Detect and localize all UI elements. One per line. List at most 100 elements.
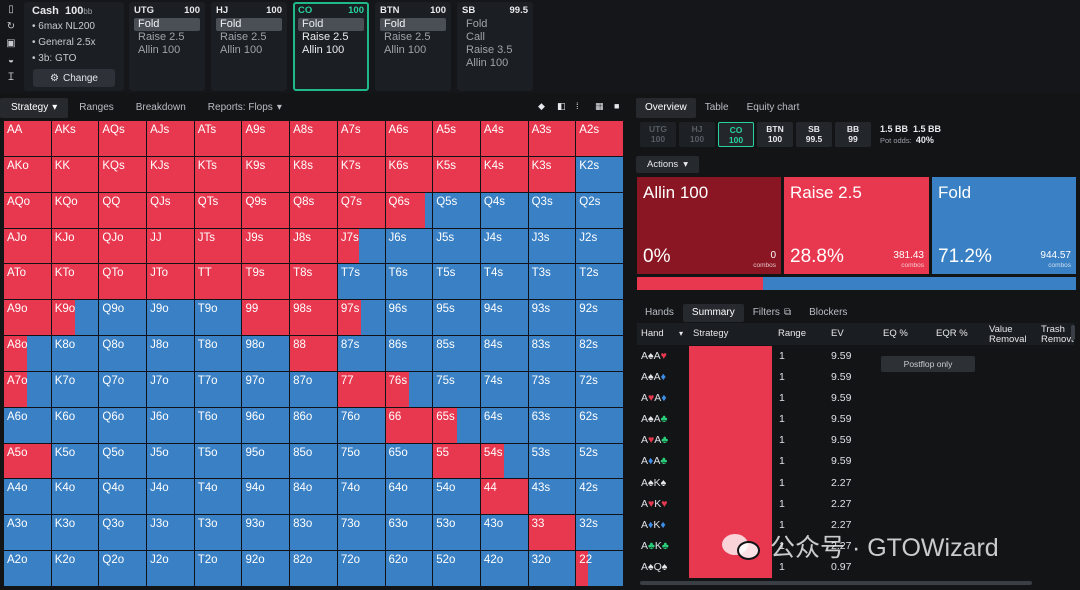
table-row[interactable]: A♠Q♠ 1 0.97 xyxy=(637,556,1074,578)
hand-cell-96o[interactable]: 96o xyxy=(242,407,290,443)
hand-cell-J3s[interactable]: J3s xyxy=(528,228,576,264)
seat-summary-btn[interactable]: BTN 100 xyxy=(757,122,793,147)
hand-cell-Q8s[interactable]: Q8s xyxy=(290,192,337,228)
table-row[interactable]: A♠A♣ 1 9.59 xyxy=(637,409,1074,431)
hand-cell-JJ[interactable]: JJ xyxy=(147,228,194,264)
refresh-icon[interactable]: ↻ xyxy=(6,21,16,32)
hand-cell-74o[interactable]: 74o xyxy=(337,479,385,515)
hand-cell-QTo[interactable]: QTo xyxy=(99,264,147,300)
seat-action-option[interactable]: Allin 100 xyxy=(220,44,263,56)
hand-cell-A3s[interactable]: A3s xyxy=(528,121,576,156)
hand-cell-99[interactable]: 99 xyxy=(242,300,290,336)
hand-cell-J7o[interactable]: J7o xyxy=(147,371,194,407)
hand-cell-Q8o[interactable]: Q8o xyxy=(99,336,147,371)
gamepad-icon[interactable]: ◒ xyxy=(7,55,15,66)
hand-cell-98s[interactable]: 98s xyxy=(290,300,337,336)
hand-cell-Q5s[interactable]: Q5s xyxy=(433,192,480,228)
seat-action-option[interactable]: Allin 100 xyxy=(466,57,509,69)
table-row[interactable]: A♦A♣ 1 9.59 xyxy=(637,451,1074,473)
hand-cell-J8s[interactable]: J8s xyxy=(290,228,337,264)
chevron-down-icon[interactable]: ▾ xyxy=(679,329,684,338)
hand-cell-QJs[interactable]: QJs xyxy=(147,192,194,228)
tab-breakdown[interactable]: Breakdown xyxy=(135,102,186,113)
hand-cell-T2s[interactable]: T2s xyxy=(576,264,623,300)
hand-cell-K5s[interactable]: K5s xyxy=(433,156,480,192)
hand-cell-AKs[interactable]: AKs xyxy=(51,121,99,156)
header-scrollbar[interactable] xyxy=(1071,325,1075,340)
hand-cell-T8o[interactable]: T8o xyxy=(194,336,242,371)
seat-action-option[interactable]: Allin 100 xyxy=(302,44,345,56)
hand-cell-ATs[interactable]: ATs xyxy=(194,121,242,156)
hand-cell-84o[interactable]: 84o xyxy=(290,479,337,515)
table-row[interactable]: A♥A♦ 1 9.59 xyxy=(637,388,1074,410)
col-value-removal[interactable]: Value Removal xyxy=(989,324,1027,345)
seat-utg[interactable]: UTG 100 Fold Raise 2.5 Allin 100 xyxy=(129,2,205,91)
hand-cell-T7o[interactable]: T7o xyxy=(194,371,242,407)
hand-cell-T6o[interactable]: T6o xyxy=(194,407,242,443)
hand-cell-63o[interactable]: 63o xyxy=(385,515,433,551)
hand-cell-97o[interactable]: 97o xyxy=(242,371,290,407)
hand-cell-Q7o[interactable]: Q7o xyxy=(99,371,147,407)
hand-cell-J7s[interactable]: J7s xyxy=(337,228,385,264)
hand-cell-53s[interactable]: 53s xyxy=(528,443,576,479)
hand-cell-J8o[interactable]: J8o xyxy=(147,336,194,371)
hand-cell-T6s[interactable]: T6s xyxy=(385,264,433,300)
hand-cell-85o[interactable]: 85o xyxy=(290,443,337,479)
action-card-fold[interactable]: Fold 71.2% 944.57 combos xyxy=(932,177,1076,274)
hand-cell-J6s[interactable]: J6s xyxy=(385,228,433,264)
hand-cell-92o[interactable]: 92o xyxy=(242,551,290,586)
seat-action-option[interactable]: Allin 100 xyxy=(138,44,181,56)
hand-cell-A3o[interactable]: A3o xyxy=(4,515,51,551)
seat-sb[interactable]: SB 99.5 Fold Call Raise 3.5 Allin 100 xyxy=(457,2,533,91)
hand-cell-K2o[interactable]: K2o xyxy=(51,551,99,586)
tab-equity-chart[interactable]: Equity chart xyxy=(746,102,800,113)
hand-cell-76o[interactable]: 76o xyxy=(337,407,385,443)
hand-cell-44[interactable]: 44 xyxy=(480,479,528,515)
hand-cell-JTo[interactable]: JTo xyxy=(147,264,194,300)
hand-cell-QJo[interactable]: QJo xyxy=(99,228,147,264)
hand-cell-65s[interactable]: 65s xyxy=(433,407,480,443)
hand-cell-72s[interactable]: 72s xyxy=(576,371,623,407)
hand-cell-63s[interactable]: 63s xyxy=(528,407,576,443)
hand-cell-T5o[interactable]: T5o xyxy=(194,443,242,479)
hand-cell-QTs[interactable]: QTs xyxy=(194,192,242,228)
hand-cell-K3o[interactable]: K3o xyxy=(51,515,99,551)
hand-cell-64o[interactable]: 64o xyxy=(385,479,433,515)
hand-cell-J9s[interactable]: J9s xyxy=(242,228,290,264)
seat-action-option[interactable]: Raise 2.5 xyxy=(138,31,185,43)
save-icon[interactable]: ▣ xyxy=(6,38,16,49)
hand-cell-J3o[interactable]: J3o xyxy=(147,515,194,551)
seat-action-option[interactable]: Call xyxy=(466,31,485,43)
contrast-icon[interactable]: ◧ xyxy=(557,101,566,111)
seat-summary-sb[interactable]: SB 99.5 xyxy=(796,122,832,147)
hand-cell-T3o[interactable]: T3o xyxy=(194,515,242,551)
seat-action-option[interactable]: Raise 2.5 xyxy=(302,31,349,43)
hand-cell-95s[interactable]: 95s xyxy=(433,300,480,336)
hand-cell-55[interactable]: 55 xyxy=(433,443,480,479)
hand-cell-T4s[interactable]: T4s xyxy=(480,264,528,300)
hand-cell-42s[interactable]: 42s xyxy=(576,479,623,515)
table-row[interactable]: A♦K♦ 1 2.27 xyxy=(637,514,1074,536)
hand-cell-Q7s[interactable]: Q7s xyxy=(337,192,385,228)
hand-cell-A2s[interactable]: A2s xyxy=(576,121,623,156)
tab-summary[interactable]: Summary xyxy=(682,304,744,322)
action-card-raise[interactable]: Raise 2.5 28.8% 381.43 combos xyxy=(784,177,929,274)
hand-cell-73o[interactable]: 73o xyxy=(337,515,385,551)
hand-cell-64s[interactable]: 64s xyxy=(480,407,528,443)
hand-cell-88[interactable]: 88 xyxy=(290,336,337,371)
hand-cell-65o[interactable]: 65o xyxy=(385,443,433,479)
table-row[interactable]: A♥A♣ 1 9.59 xyxy=(637,430,1074,452)
hand-cell-K7s[interactable]: K7s xyxy=(337,156,385,192)
col-eqr[interactable]: EQR % xyxy=(936,328,968,339)
table-row[interactable]: A♠A♥ 1 9.59 xyxy=(637,346,1074,368)
tab-filters[interactable]: Filters ⧉ xyxy=(744,304,800,322)
hand-cell-Q2o[interactable]: Q2o xyxy=(99,551,147,586)
hand-cell-74s[interactable]: 74s xyxy=(480,371,528,407)
hand-cell-K9o[interactable]: K9o xyxy=(51,300,99,336)
hand-cell-T5s[interactable]: T5s xyxy=(433,264,480,300)
hand-cell-K4s[interactable]: K4s xyxy=(480,156,528,192)
hand-cell-K4o[interactable]: K4o xyxy=(51,479,99,515)
hand-cell-K3s[interactable]: K3s xyxy=(528,156,576,192)
hand-cell-A7s[interactable]: A7s xyxy=(337,121,385,156)
tab-overview[interactable]: Overview xyxy=(636,98,696,118)
